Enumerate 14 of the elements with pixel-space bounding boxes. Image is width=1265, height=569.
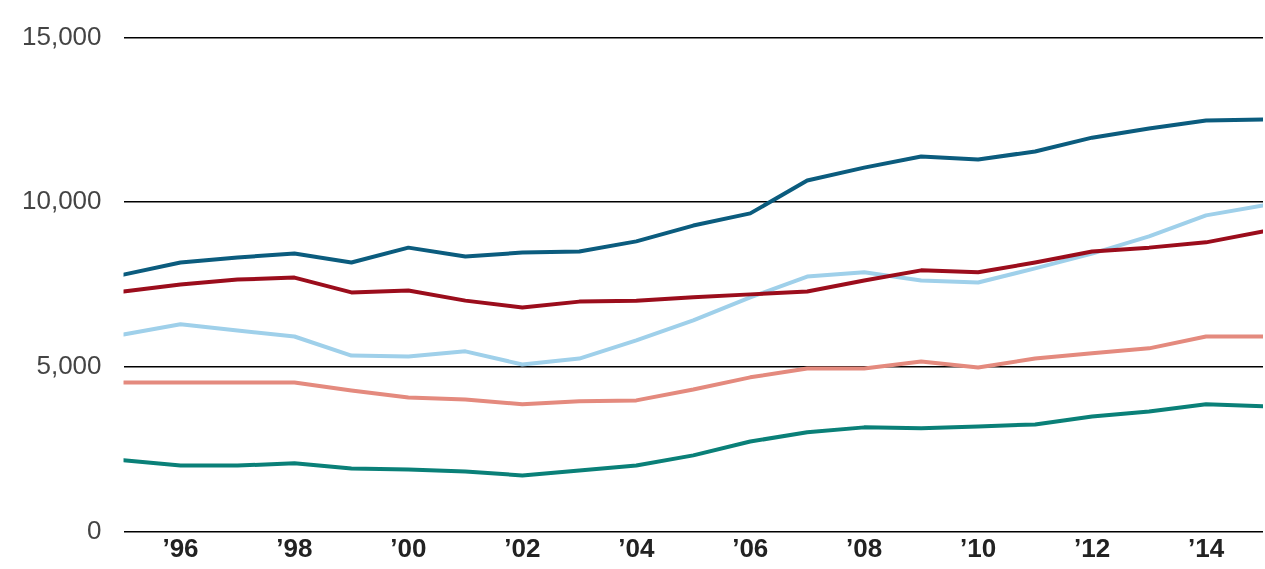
x-tick-label: ’00 bbox=[390, 533, 427, 564]
x-tick-label: ’08 bbox=[846, 533, 883, 564]
y-tick-label: 15,000 bbox=[21, 20, 102, 51]
x-tick-label: ’06 bbox=[732, 533, 769, 564]
y-tick-label: 0 bbox=[87, 514, 102, 545]
x-tick-label: ’04 bbox=[618, 533, 655, 564]
x-tick-label: ’10 bbox=[960, 533, 997, 564]
x-tick-label: ’96 bbox=[162, 533, 199, 564]
x-tick-label: ’02 bbox=[504, 533, 541, 564]
x-tick-label: ’12 bbox=[1074, 533, 1111, 564]
y-tick-label: 5,000 bbox=[36, 349, 102, 380]
y-tick-label: 10,000 bbox=[21, 185, 102, 216]
x-tick-label: ’98 bbox=[276, 533, 313, 564]
x-tick-label: ’14 bbox=[1187, 533, 1225, 564]
